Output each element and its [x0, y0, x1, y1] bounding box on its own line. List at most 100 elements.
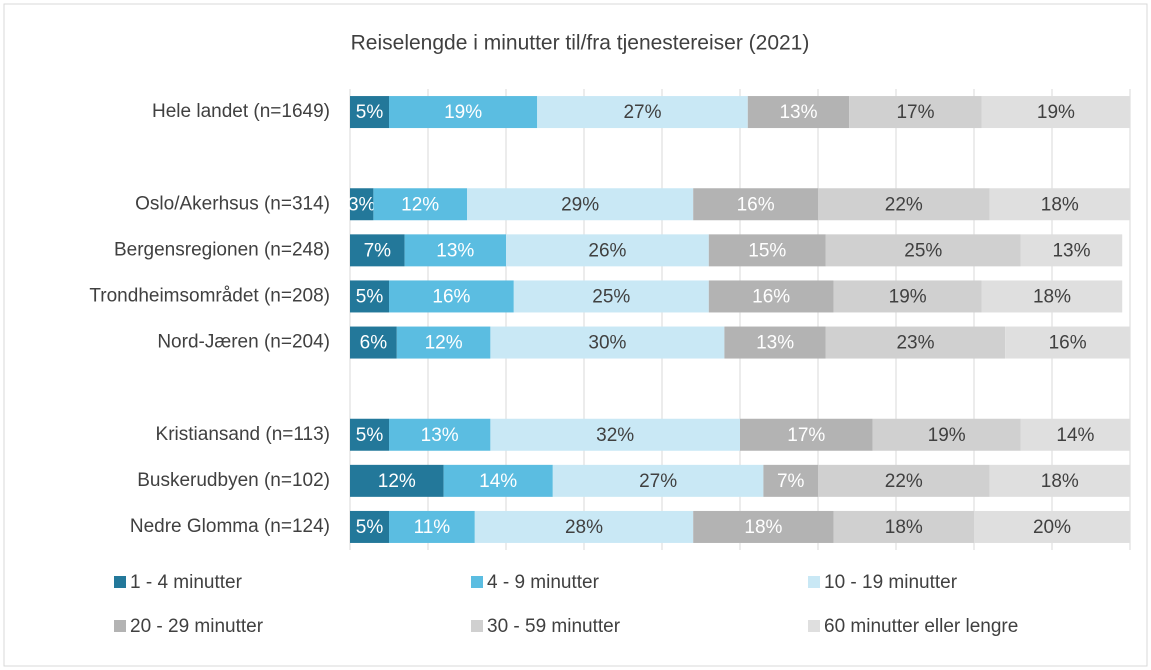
data-label: 19% — [444, 102, 482, 123]
bar-segment — [490, 326, 725, 359]
bar-segment — [849, 96, 982, 129]
bar-segment — [350, 326, 397, 359]
bar-segment — [350, 280, 389, 313]
bar-segment — [350, 96, 389, 129]
bar-segment — [467, 188, 694, 221]
bar-segment — [818, 188, 990, 221]
bar-segment — [825, 234, 1021, 267]
bar-segment — [389, 96, 538, 129]
data-label: 12% — [401, 194, 439, 215]
data-label: 18% — [744, 517, 782, 538]
data-label: 25% — [592, 286, 630, 307]
legend-swatch — [114, 576, 126, 588]
bar-segment — [552, 464, 764, 497]
data-label: 28% — [565, 517, 603, 538]
data-label: 22% — [885, 471, 923, 492]
bar-segment — [763, 464, 818, 497]
bar-segment — [373, 188, 467, 221]
bar-segment — [833, 280, 982, 313]
bar-segment — [474, 510, 694, 543]
bar-segment — [724, 326, 826, 359]
data-label: 5% — [356, 425, 384, 446]
data-label: 13% — [436, 240, 474, 261]
data-label: 18% — [1041, 194, 1079, 215]
y-tick-label: Buskerudbyen (n=102) — [137, 470, 330, 491]
data-label: 15% — [748, 240, 786, 261]
data-label: 13% — [1052, 240, 1090, 261]
bar-segment — [443, 464, 553, 497]
bar-segment — [350, 464, 444, 497]
bar-segment — [974, 510, 1130, 543]
bar-segment — [1020, 234, 1123, 267]
data-label: 5% — [356, 102, 384, 123]
legend-swatch — [808, 576, 820, 588]
data-label: 7% — [777, 471, 805, 492]
bar-segment — [350, 418, 389, 451]
data-label: 5% — [356, 517, 384, 538]
bar-segment — [513, 280, 709, 313]
data-label: 16% — [1049, 333, 1087, 354]
bar-segment — [825, 326, 1006, 359]
data-label: 12% — [378, 471, 416, 492]
data-label: 11% — [414, 517, 451, 538]
y-tick-label: Nedre Glomma (n=124) — [130, 516, 330, 537]
bar-segment — [389, 418, 491, 451]
y-tick-label: Hele landet (n=1649) — [152, 101, 330, 122]
data-label: 26% — [588, 240, 626, 261]
bar-segment — [981, 280, 1123, 313]
bar-segment — [506, 234, 709, 267]
y-tick-label: Oslo/Akerhsus (n=314) — [135, 193, 330, 214]
bar-segment — [872, 418, 1021, 451]
data-label: 30% — [588, 333, 626, 354]
bar-segment — [1020, 418, 1130, 451]
data-label: 18% — [1041, 471, 1079, 492]
bar-segment — [989, 464, 1130, 497]
data-label: 16% — [752, 286, 790, 307]
bar-segment — [981, 96, 1130, 129]
legend-swatch — [471, 576, 483, 588]
bar-segment — [537, 96, 748, 129]
data-label: 18% — [885, 517, 923, 538]
data-label: 14% — [1056, 425, 1094, 446]
y-tick-label: Bergensregionen (n=248) — [114, 239, 330, 260]
legend-label: 10 - 19 minutter — [824, 572, 958, 593]
data-label: 13% — [421, 425, 459, 446]
data-label: 19% — [1037, 102, 1075, 123]
bar-segment — [833, 510, 974, 543]
data-label: 17% — [896, 102, 934, 123]
legend-label: 60 minutter eller lengre — [824, 616, 1018, 637]
bar-segment — [747, 96, 850, 129]
data-label: 32% — [596, 425, 634, 446]
bar-segment — [1005, 326, 1130, 359]
bar-segment — [350, 234, 405, 267]
data-label: 27% — [623, 102, 661, 123]
data-label: 25% — [904, 240, 942, 261]
bar-segment — [989, 188, 1130, 221]
bar-segment — [350, 188, 374, 221]
data-label: 13% — [756, 333, 794, 354]
y-tick-label: Trondheimsområdet (n=208) — [89, 285, 330, 306]
bar-segment — [490, 418, 740, 451]
y-tick-label: Nord-Jæren (n=204) — [157, 332, 330, 353]
bar-segment — [740, 418, 873, 451]
data-label: 19% — [928, 425, 966, 446]
legend-label: 4 - 9 minutter — [487, 572, 600, 593]
data-label: 17% — [787, 425, 825, 446]
bar-segment — [708, 234, 826, 267]
data-label: 16% — [737, 194, 775, 215]
bar-segment — [389, 510, 475, 543]
bar-segment — [818, 464, 990, 497]
data-label: 5% — [356, 286, 384, 307]
bar-segment — [693, 510, 834, 543]
legend-label: 1 - 4 minutter — [130, 572, 243, 593]
bar-segment — [693, 188, 818, 221]
data-label: 20% — [1033, 517, 1071, 538]
data-label: 12% — [425, 333, 463, 354]
data-label: 16% — [432, 286, 470, 307]
data-label: 14% — [479, 471, 517, 492]
legend-label: 30 - 59 minutter — [487, 616, 621, 637]
bar-segment — [708, 280, 834, 313]
legend-label: 20 - 29 minutter — [130, 616, 264, 637]
data-label: 3% — [348, 194, 376, 215]
